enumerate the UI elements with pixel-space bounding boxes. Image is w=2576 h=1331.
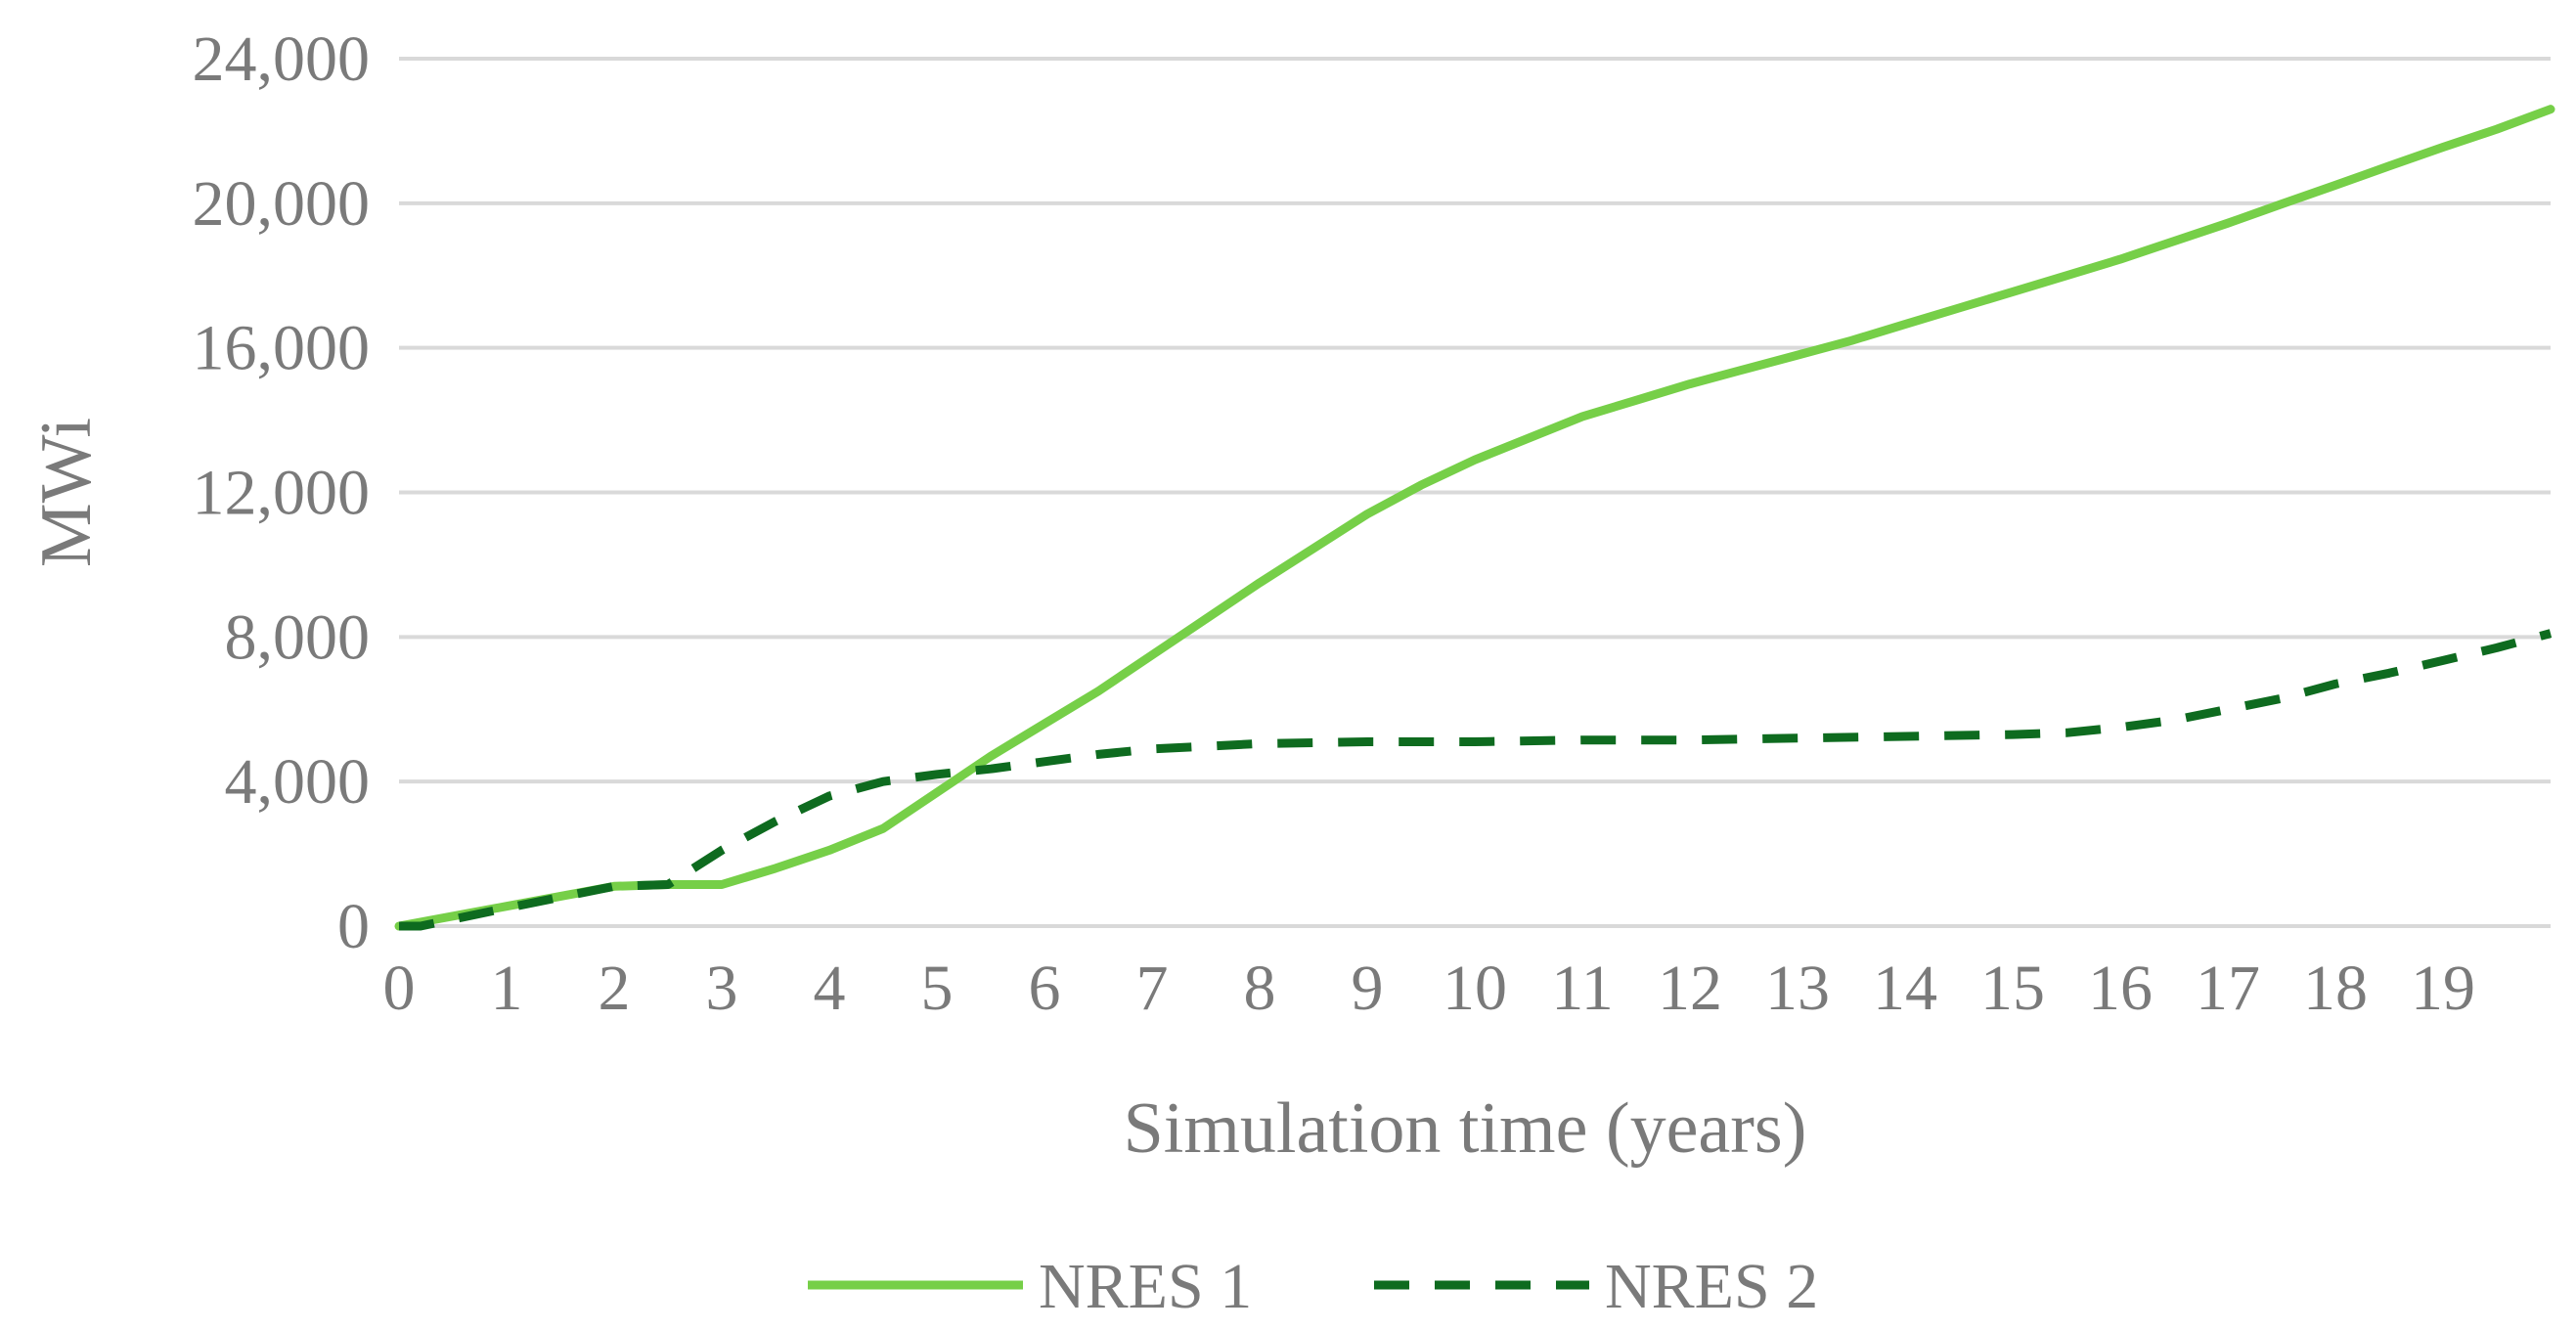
x-tick-label: 2 (599, 953, 631, 1024)
y-tick-label: 24,000 (193, 23, 371, 95)
x-tick-label: 11 (1551, 953, 1614, 1024)
x-axis-ticks: 0 1 2 3 4 5 6 7 8 9 10 11 12 13 14 15 16 17 18 19 (383, 953, 2476, 1024)
x-tick-label: 19 (2411, 953, 2475, 1024)
series-line-nres-2 (399, 629, 2553, 931)
y-tick-label: 16,000 (193, 313, 371, 384)
x-tick-label: 12 (1658, 953, 1722, 1024)
gridlines (399, 57, 2551, 928)
x-tick-label: 7 (1136, 953, 1169, 1024)
x-tick-label: 15 (1980, 953, 2045, 1024)
x-tick-label: 6 (1029, 953, 1061, 1024)
x-axis-title: Simulation time (years) (1124, 1088, 1807, 1169)
x-tick-label: 3 (706, 953, 738, 1024)
y-tick-label: 0 (337, 891, 370, 962)
y-tick-label: 8,000 (225, 601, 371, 673)
x-tick-label: 9 (1352, 953, 1384, 1024)
series-line-nres-1 (394, 105, 2555, 931)
x-tick-label: 4 (814, 953, 846, 1024)
x-tick-label: 8 (1244, 953, 1276, 1024)
x-tick-label: 13 (1765, 953, 1830, 1024)
legend-label: NRES 1 (1039, 1251, 1252, 1322)
legend-label: NRES 2 (1605, 1251, 1818, 1322)
x-tick-label: 0 (383, 953, 416, 1024)
x-tick-label: 17 (2196, 953, 2260, 1024)
y-tick-label: 12,000 (193, 458, 371, 529)
y-tick-label: 20,000 (193, 168, 371, 240)
x-tick-label: 16 (2088, 953, 2153, 1024)
x-tick-label: 14 (1873, 953, 1937, 1024)
y-tick-label: 4,000 (225, 746, 371, 818)
series-lines (394, 105, 2555, 931)
x-tick-label: 1 (491, 953, 523, 1024)
x-tick-label: 5 (921, 953, 954, 1024)
y-axis-ticks: 0 4,000 8,000 12,000 16,000 20,000 24,000 (193, 23, 371, 962)
x-tick-label: 18 (2303, 953, 2368, 1024)
x-tick-label: 10 (1443, 953, 1507, 1024)
y-axis-title: MWi (26, 418, 107, 567)
legend: NRES 1 NRES 2 (808, 1251, 1818, 1322)
